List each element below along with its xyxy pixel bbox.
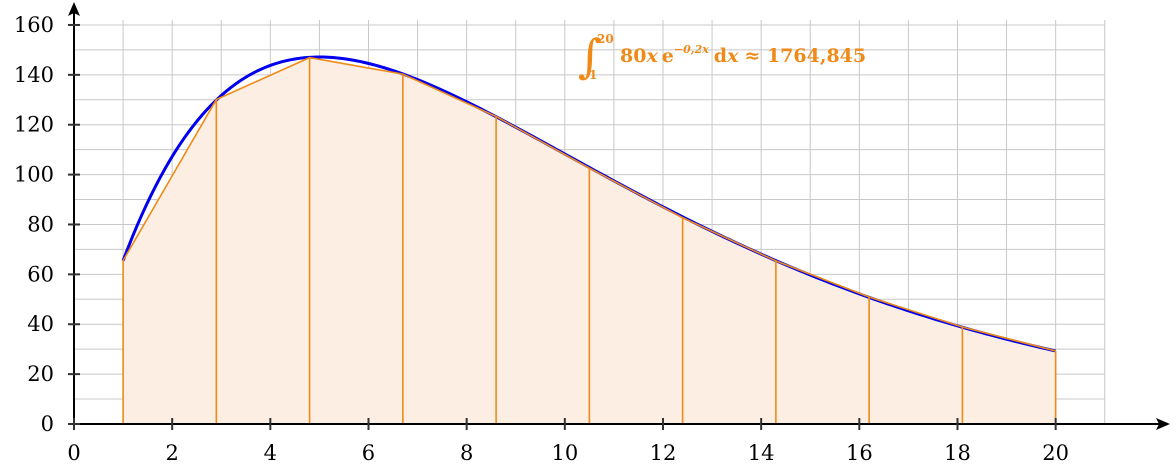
integrand-variable: x [645,45,658,67]
y-tick-label: 60 [27,262,54,286]
integral-annotation: ∫ 20 1 80x e−0,2x dx ≈ 1764,845 [578,29,866,83]
y-tick-label: 100 [14,163,54,187]
x-tick-label: 8 [460,441,473,465]
integral-upper-limit: 20 [597,32,614,46]
y-tick-label: 160 [14,13,54,37]
x-tick-label: 18 [944,441,971,465]
x-tick-label: 10 [551,441,578,465]
differential-d: d [714,45,727,67]
y-tick-label: 20 [27,362,54,386]
axes [68,2,1170,430]
x-tick-label: 20 [1042,441,1069,465]
x-tick-label: 6 [362,441,375,465]
x-tick-label: 14 [748,441,775,465]
y-tick-label: 120 [14,113,54,137]
y-tick-label: 0 [41,412,54,436]
exponent: −0,2x [674,43,709,56]
integrand-coefficient: 80 [620,45,646,67]
integral-expression: 80x e−0,2x dx ≈ 1764,845 [620,43,866,67]
x-tick-label: 16 [846,441,873,465]
x-tick-label: 0 [67,441,80,465]
integral-lower-limit: 1 [589,68,597,82]
integral-approx-value: ≈ 1764,845 [744,45,866,67]
integral-sign: ∫ [578,29,602,83]
x-axis-arrow [1156,418,1170,430]
x-tick-label: 2 [165,441,178,465]
differential-variable: x [726,45,739,67]
y-tick-label: 40 [27,312,54,336]
x-tick-label: 12 [650,441,677,465]
x-tick-label: 4 [264,441,277,465]
exponential-base: e [662,45,674,67]
y-tick-label: 140 [14,63,54,87]
y-axis-arrow [68,2,80,16]
y-tick-label: 80 [27,212,54,236]
trapezoid-top-line [122,56,1056,352]
